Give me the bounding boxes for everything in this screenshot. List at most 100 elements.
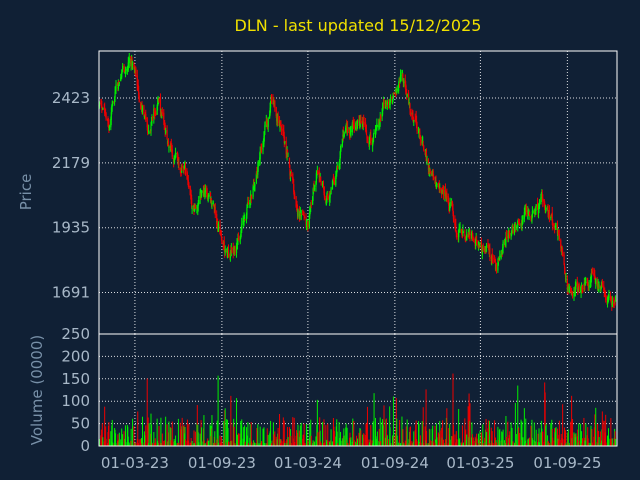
candle-body <box>293 184 295 192</box>
candle-body <box>290 175 292 177</box>
candle-body <box>275 107 277 117</box>
volume-tick-label: 50 <box>71 415 90 433</box>
candle-body <box>380 116 382 119</box>
candle-body <box>335 175 337 186</box>
candle-body <box>313 188 316 190</box>
candle-body <box>511 231 513 236</box>
candle-body <box>260 147 263 149</box>
candle-body <box>498 260 500 262</box>
candle-body <box>105 113 107 120</box>
candle-body <box>138 95 140 102</box>
candle-body <box>590 272 593 278</box>
candle-body <box>326 198 328 203</box>
candle-body <box>365 129 368 136</box>
candle-body <box>224 248 226 253</box>
candle-body <box>101 105 103 108</box>
candle-body <box>234 248 236 252</box>
candle-body <box>605 295 607 300</box>
candle-body <box>299 212 301 214</box>
candle-body <box>181 165 183 168</box>
candle-body <box>409 111 412 115</box>
candle-body <box>201 190 203 193</box>
candle-body <box>214 207 216 215</box>
candle-body <box>135 67 137 77</box>
candle-body <box>290 175 292 177</box>
candle-body <box>596 280 598 286</box>
candle-body <box>398 83 400 92</box>
candle-body <box>562 252 564 257</box>
candle-body <box>303 217 306 219</box>
candle-body <box>204 189 206 193</box>
candle-body <box>391 101 394 104</box>
candle-body <box>303 214 305 216</box>
candle-body <box>252 187 254 197</box>
candle-body <box>125 68 127 71</box>
candle-body <box>372 145 374 147</box>
candle-body <box>375 127 377 133</box>
candle-body <box>117 82 119 90</box>
candle-body <box>145 114 147 119</box>
candle-body <box>389 102 391 106</box>
candle-body <box>382 103 384 107</box>
candle-body <box>211 203 213 206</box>
candle-body <box>492 258 494 260</box>
volume-tick-label: 0 <box>80 437 90 455</box>
candle-body <box>548 209 551 218</box>
candle-body <box>259 151 261 160</box>
candle-body <box>406 94 408 97</box>
candle-body <box>130 62 132 66</box>
volume-panel-frame <box>98 333 618 447</box>
candle-body <box>255 173 257 184</box>
volume-tick-label: 200 <box>61 347 90 365</box>
candle-body <box>422 144 424 146</box>
candle-body <box>345 127 347 133</box>
candle-body <box>115 84 117 91</box>
x-tick-label: 01-03-24 <box>274 454 342 472</box>
candle-body <box>608 294 610 298</box>
candle-body <box>356 120 359 124</box>
candle-body <box>514 226 516 229</box>
candle-body <box>207 196 209 201</box>
candle-body <box>603 285 605 292</box>
candle-body <box>466 234 468 241</box>
candle-body <box>288 157 291 167</box>
candle-body <box>361 121 363 125</box>
candle-body <box>518 218 520 224</box>
candle-body <box>522 218 524 221</box>
candle-body <box>442 189 445 194</box>
candle-body <box>276 118 278 123</box>
candle-body <box>556 223 559 234</box>
candle-body <box>455 224 457 229</box>
candle-body <box>247 201 249 205</box>
candle-body <box>512 226 514 233</box>
candle-body <box>580 287 582 293</box>
candle-body <box>392 97 394 102</box>
candle-body <box>136 75 138 87</box>
price-tick-label: 2179 <box>52 154 90 172</box>
candle-body <box>118 82 120 84</box>
x-tick-label: 01-09-24 <box>361 454 429 472</box>
candle-body <box>426 160 428 162</box>
candle-body <box>327 195 329 199</box>
candle-body <box>560 240 562 248</box>
candle-body <box>505 235 508 237</box>
candle-body <box>383 99 385 106</box>
candle-body <box>320 182 322 186</box>
candle-body <box>571 293 574 296</box>
candle-body <box>212 202 214 205</box>
candle-body <box>407 92 410 102</box>
candle-body <box>412 110 414 117</box>
candle-body <box>122 65 124 70</box>
candle-body <box>128 57 130 64</box>
candle-body <box>150 126 152 132</box>
candle-body <box>439 187 441 192</box>
candle-body <box>489 247 491 256</box>
candle-body <box>118 80 120 83</box>
candle-body <box>251 197 253 199</box>
candle-body <box>219 224 221 235</box>
candle-body <box>187 179 189 184</box>
candle-body <box>220 233 223 238</box>
candle-body <box>264 125 266 131</box>
candle-body <box>246 207 248 216</box>
price-tick-label: 1935 <box>52 219 90 237</box>
